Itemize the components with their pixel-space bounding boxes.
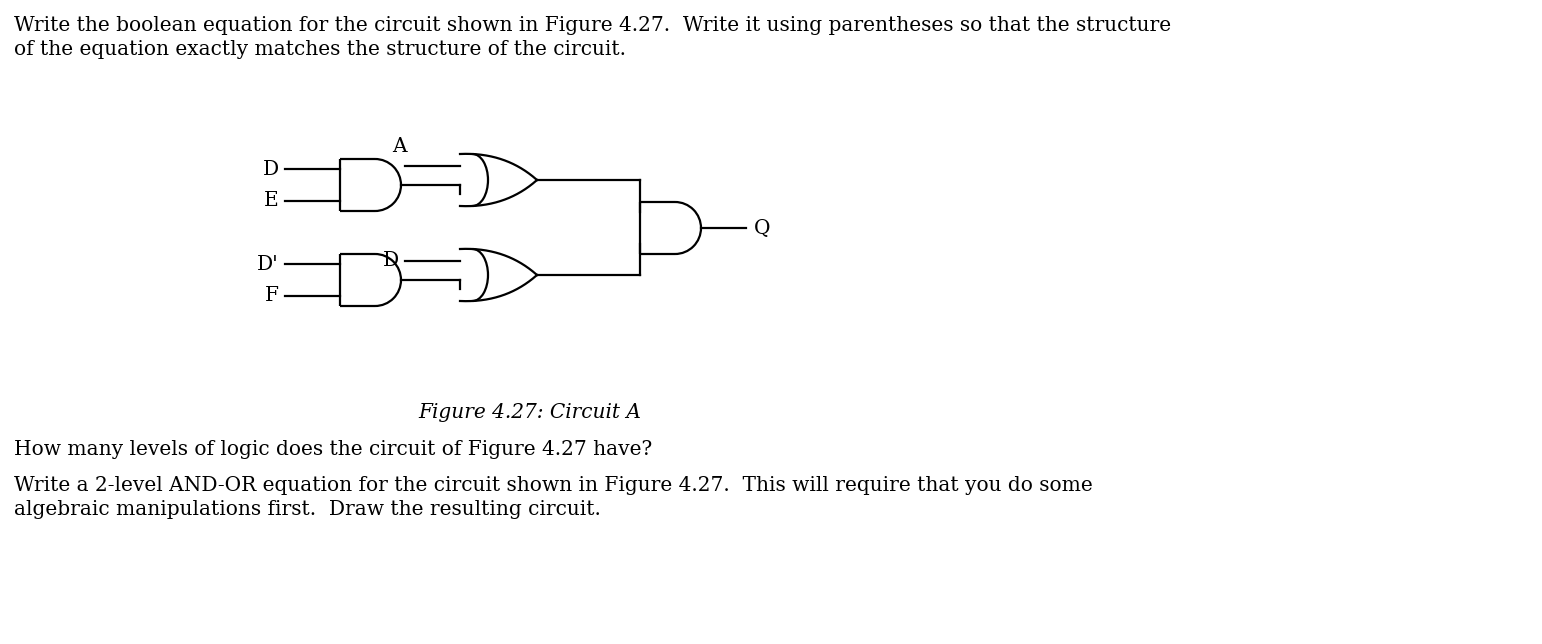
Text: algebraic manipulations first.  Draw the resulting circuit.: algebraic manipulations first. Draw the … <box>14 500 601 519</box>
Text: D: D <box>382 251 399 270</box>
Text: Write the boolean equation for the circuit shown in Figure 4.27.  Write it using: Write the boolean equation for the circu… <box>14 16 1170 35</box>
Text: D: D <box>262 160 279 179</box>
Text: D': D' <box>258 255 279 274</box>
Text: E: E <box>264 191 279 210</box>
Text: How many levels of logic does the circuit of Figure 4.27 have?: How many levels of logic does the circui… <box>14 440 652 459</box>
Text: Q: Q <box>754 218 771 238</box>
Text: Write a 2-level AND-OR equation for the circuit shown in Figure 4.27.  This will: Write a 2-level AND-OR equation for the … <box>14 476 1093 495</box>
Text: Figure 4.27: Circuit A: Figure 4.27: Circuit A <box>418 403 641 422</box>
Text: F: F <box>265 286 279 305</box>
Text: A: A <box>392 137 406 156</box>
Text: of the equation exactly matches the structure of the circuit.: of the equation exactly matches the stru… <box>14 40 626 59</box>
